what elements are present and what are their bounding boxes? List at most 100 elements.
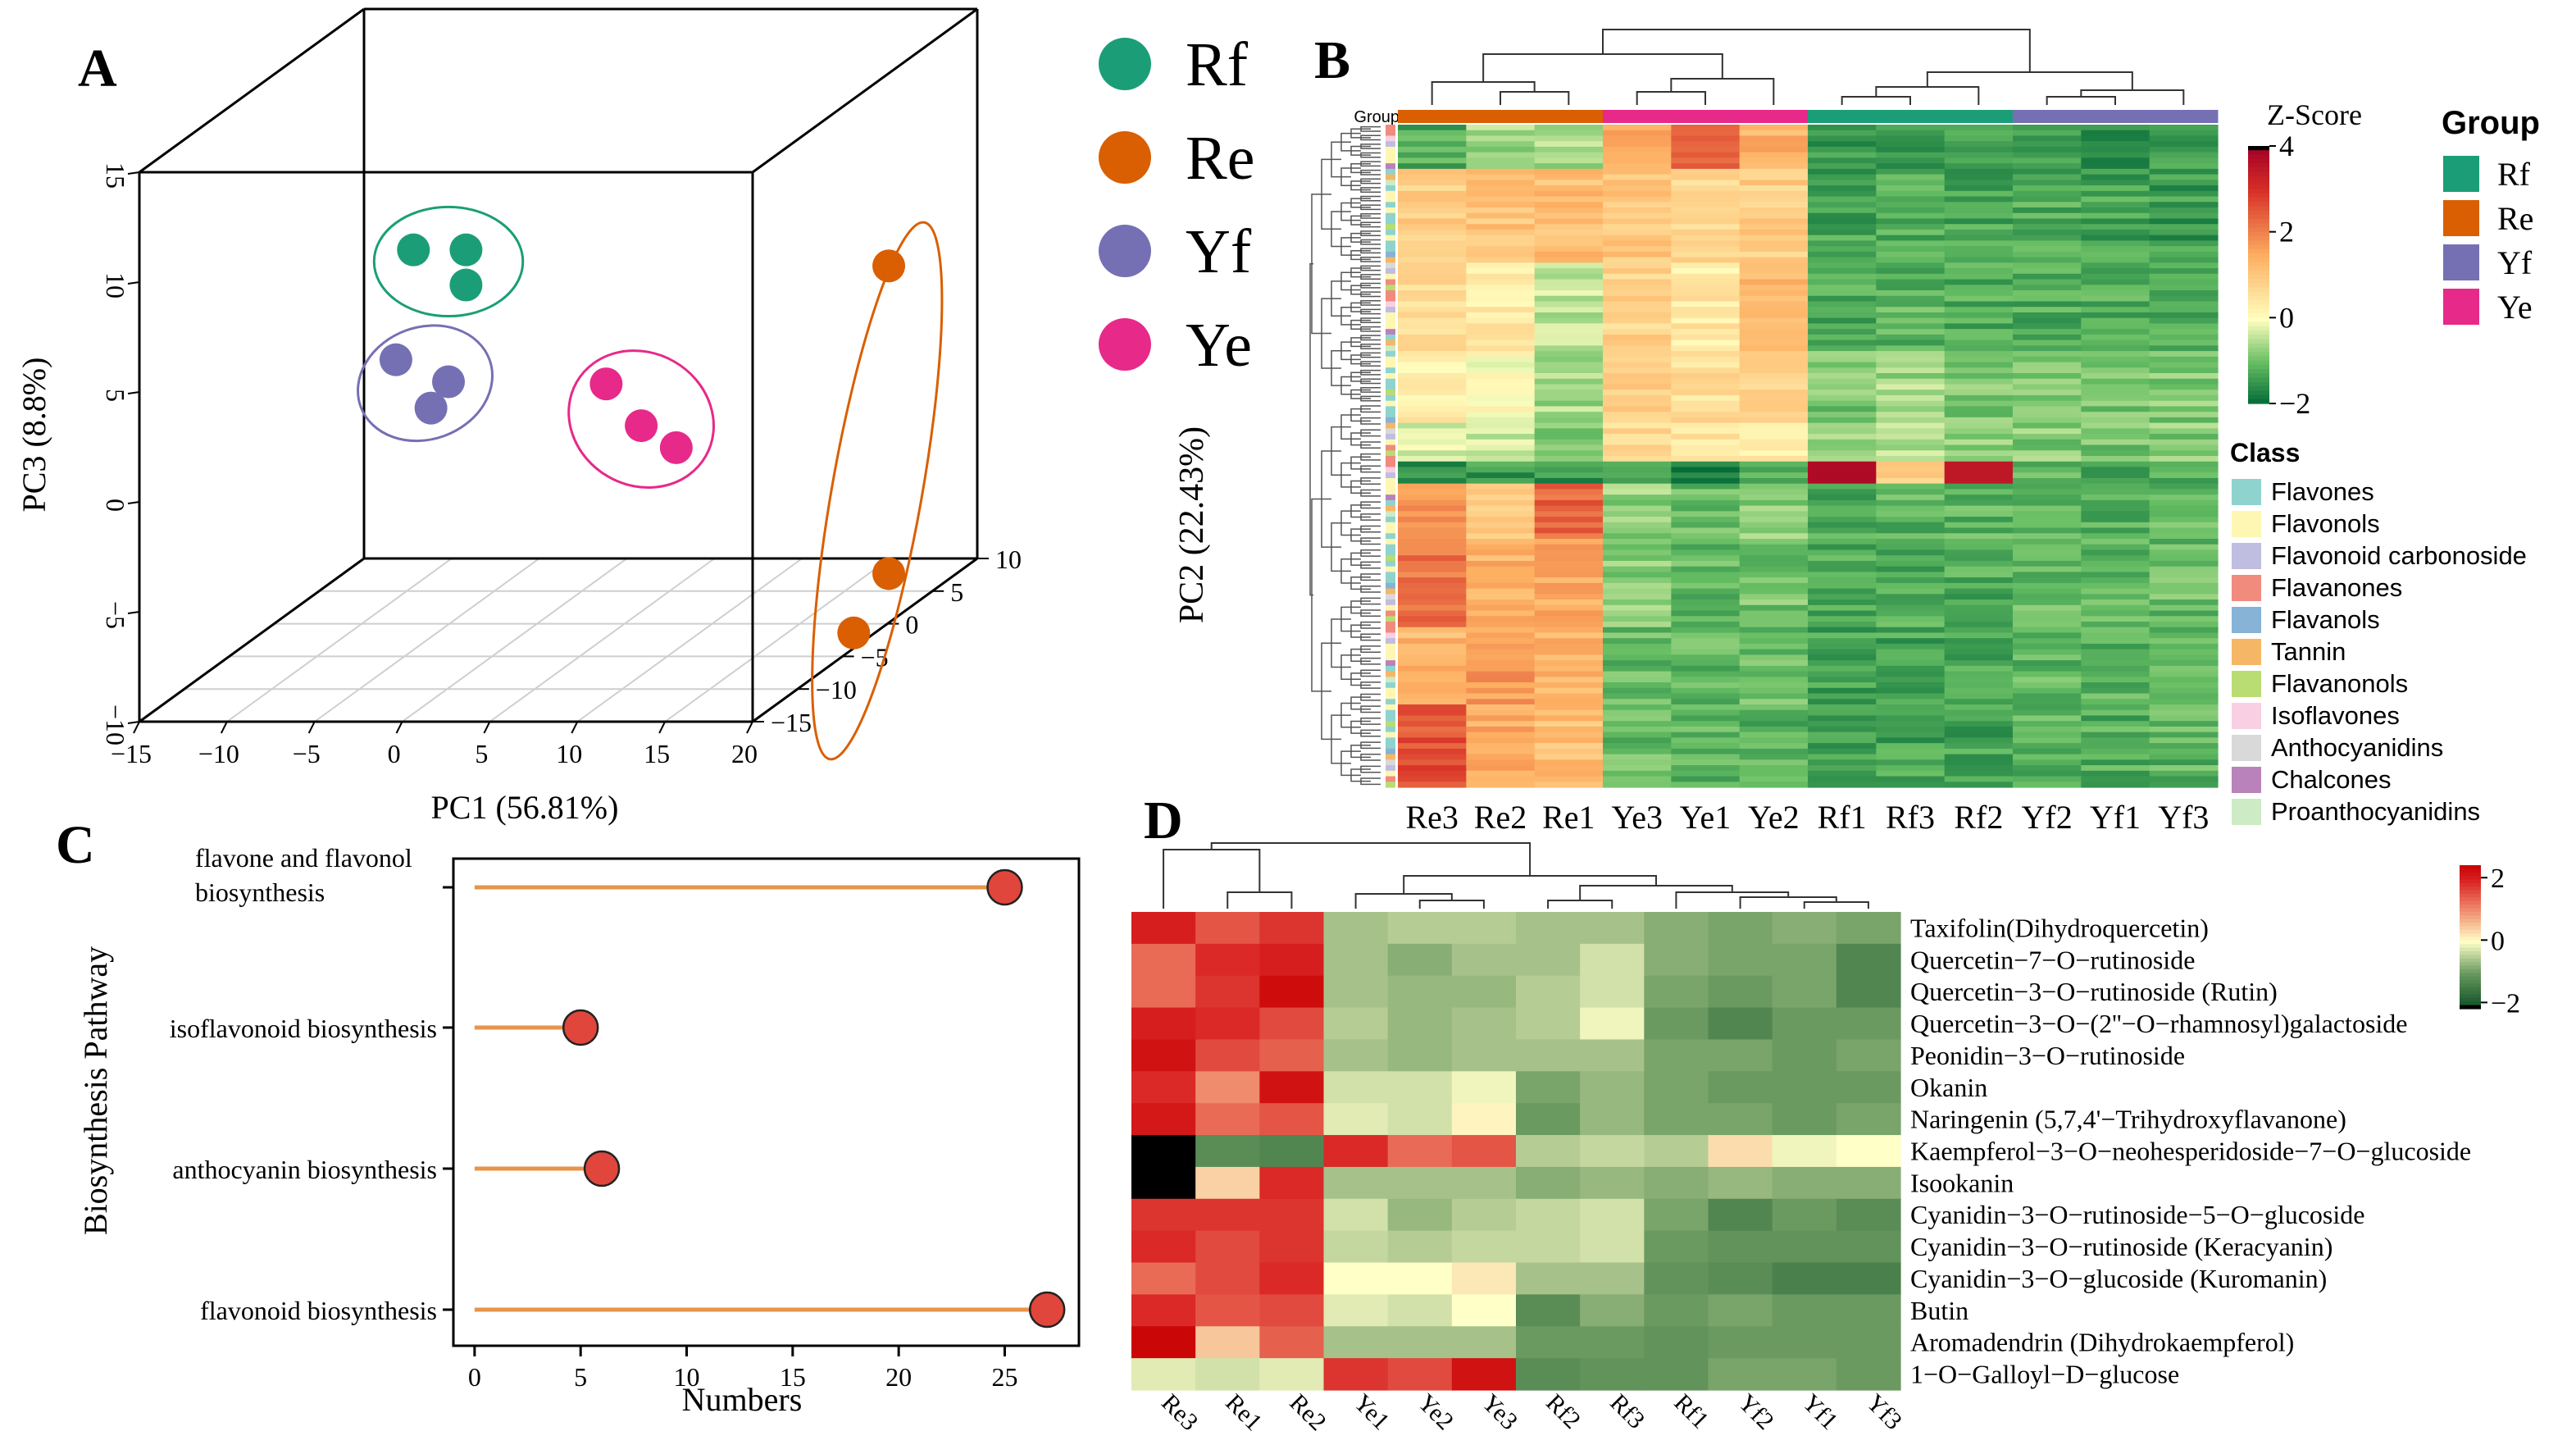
- heatmap-cell: [1398, 362, 1467, 368]
- heatmap-cell: [1603, 390, 1672, 396]
- heatmap-d-cell: [1772, 1166, 1837, 1200]
- heatmap-cell: [1671, 146, 1741, 153]
- heatmap-cell: [1398, 693, 1467, 700]
- heatmap-cell: [1876, 549, 1946, 556]
- heatmap-cell: [1398, 461, 1467, 468]
- heatmap-cell: [1808, 312, 1877, 319]
- heatmap-b-class-bar: [1386, 125, 1395, 788]
- colorbar-segment: [2248, 154, 2269, 160]
- heatmap-cell: [1534, 654, 1604, 661]
- heatmap-cell: [1603, 268, 1672, 275]
- heatmap-d-cell: [1387, 1230, 1453, 1264]
- heatmap-b-column-dendrogram: [1431, 29, 2185, 105]
- heatmap-d-cell: [1259, 1135, 1325, 1168]
- heatmap-cell: [1398, 412, 1467, 418]
- pca-points: [379, 233, 906, 650]
- heatmap-cell: [1739, 422, 1809, 429]
- heatmap-cell: [2013, 152, 2082, 158]
- heatmap-cell: [2013, 434, 2082, 440]
- heatmap-cell: [1534, 362, 1604, 368]
- colorbar-segment: [2248, 266, 2269, 271]
- heatmap-cell: [1603, 616, 1672, 622]
- heatmap-cell: [1603, 450, 1672, 457]
- heatmap-cell: [2081, 152, 2150, 158]
- heatmap-cell: [1603, 174, 1672, 180]
- heatmap-cell: [1808, 390, 1877, 396]
- heatmap-cell: [1603, 218, 1672, 225]
- heatmap-cell: [1466, 577, 1536, 584]
- colorbar-segment: [2460, 894, 2481, 898]
- heatmap-d-cell: [1772, 1103, 1837, 1136]
- heatmap-cell: [1534, 439, 1604, 446]
- colorbar-segment: [2460, 876, 2481, 881]
- group-bar-cell: [1466, 110, 1536, 123]
- heatmap-cell: [2081, 196, 2150, 203]
- heatmap-d-cell: [1195, 943, 1260, 977]
- heatmap-cell: [2149, 572, 2219, 578]
- heatmap-cell: [1603, 356, 1672, 363]
- heatmap-cell: [2081, 235, 2150, 241]
- zscore-title: Z-Score: [2267, 98, 2362, 131]
- heatmap-cell: [1944, 384, 2014, 390]
- heatmap-cell: [2081, 682, 2150, 689]
- heatmap-d-cell: [1387, 1071, 1453, 1104]
- pc1-tick: [395, 721, 403, 734]
- dendro-branch: [1163, 849, 1261, 909]
- heatmap-cell: [1398, 687, 1467, 695]
- panel-b: B PC2 (22.43%) Group Re3 Re2 Re1 Ye3 Ye1 Ye2 R…: [1173, 29, 2540, 836]
- heatmap-d-cell: [1516, 1358, 1581, 1391]
- colorbar-segment: [2248, 377, 2269, 383]
- heatmap-cell: [2149, 721, 2219, 727]
- heatmap-cell: [1671, 461, 1741, 468]
- heatmap-cell: [1534, 665, 1604, 672]
- heatmap-cell: [1739, 599, 1809, 606]
- heatmap-d-cell: [1259, 1071, 1325, 1104]
- heatmap-cell: [1944, 699, 2014, 705]
- heatmap-cell: [1398, 439, 1467, 446]
- heatmap-cell: [1671, 290, 1741, 297]
- heatmap-cell: [1466, 533, 1536, 540]
- heatmap-cell: [2013, 544, 2082, 551]
- colorbar-segment: [2460, 933, 2481, 938]
- heatmap-cell: [2013, 533, 2082, 540]
- heatmap-cell: [1808, 517, 1877, 523]
- heatmap-cell: [1808, 190, 1877, 198]
- heatmap-d-row-label: Cyanidin−3−O−glucoside (Kuromanin): [1910, 1264, 2327, 1293]
- heatmap-d-cell: [1451, 1039, 1517, 1072]
- heatmap-d-cell: [1516, 975, 1581, 1009]
- heatmap-cell: [2149, 394, 2219, 402]
- heatmap-cell: [1466, 323, 1536, 330]
- heatmap-cell: [1398, 765, 1467, 772]
- heatmap-d-cell: [1323, 1326, 1389, 1359]
- colorbar-segment: [2460, 929, 2481, 934]
- heatmap-cell: [1466, 428, 1536, 435]
- heatmap-d-cell: [1195, 1358, 1260, 1391]
- heatmap-d-cell: [1708, 1071, 1773, 1104]
- heatmap-cell: [1671, 417, 1741, 424]
- colorbar-segment: [2460, 908, 2481, 913]
- heatmap-d-cell: [1836, 1103, 1901, 1136]
- colorbar-segment: [2248, 373, 2269, 379]
- heatmap-d-cell: [1516, 1007, 1581, 1041]
- heatmap-cell: [1466, 582, 1536, 590]
- heatmap-cell: [2081, 340, 2150, 346]
- dendro-branch: [1431, 81, 1536, 105]
- heatmap-cell: [1398, 472, 1467, 479]
- class-bar-cell: [1386, 588, 1395, 595]
- heatmap-d-cell: [1451, 912, 1517, 945]
- heatmap-cell: [2149, 588, 2219, 595]
- pc2-tick-label: −10: [816, 675, 857, 704]
- heatmap-cell: [1534, 373, 1604, 380]
- class-bar-cell: [1386, 390, 1395, 396]
- heatmap-d-cell: [1131, 1358, 1196, 1391]
- heatmap-d-row-label: Kaempferol−3−O−neohesperidoside−7−O−gluc…: [1910, 1137, 2471, 1166]
- heatmap-cell: [1739, 687, 1809, 695]
- heatmap-cell: [1534, 356, 1604, 363]
- heatmap-cell: [2013, 273, 2082, 280]
- heatmap-b-column-label: Re3: [1405, 799, 1458, 836]
- heatmap-cell: [1808, 163, 1877, 170]
- heatmap-cell: [2013, 268, 2082, 275]
- heatmap-cell: [1398, 572, 1467, 578]
- point-rf: [449, 268, 483, 302]
- class-bar-cell: [1386, 687, 1395, 695]
